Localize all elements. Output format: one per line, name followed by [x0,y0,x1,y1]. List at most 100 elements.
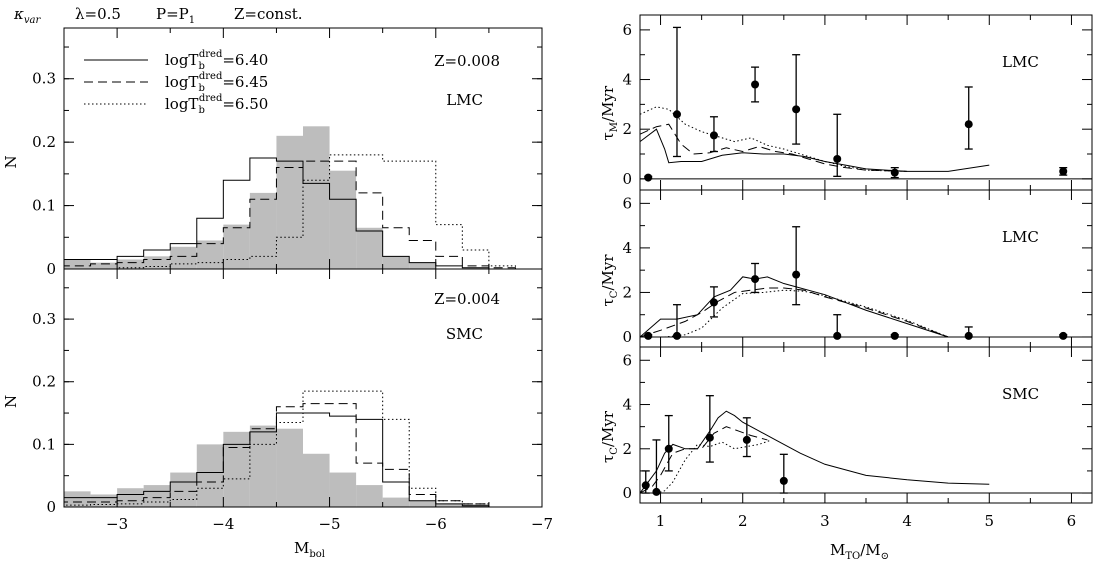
y-tick-label: 4 [622,239,632,257]
panel-label-galaxy: LMC [446,91,483,109]
data-point [890,331,899,340]
x-tick-label: −5 [318,515,340,533]
panel-label-z: Z=0.008 [434,52,500,70]
data-point [672,110,681,119]
model-line-solid [639,410,990,494]
y-tick-label: 2 [622,440,632,458]
panel-frame [639,346,1093,504]
x-tick-label: −6 [425,515,447,533]
y-axis-label: τC/Myr [599,254,620,307]
y-tick-label: 6 [622,351,632,369]
data-point [964,120,973,129]
data-point [641,481,650,490]
data-point [751,80,760,89]
data-point [705,433,714,442]
panel-label-galaxy: SMC [1002,385,1039,403]
model-line-dashed [639,426,768,494]
legend-label: logTbdred=6.45 [165,71,268,94]
hist-bar [223,431,250,507]
model-line-dotted [640,439,772,494]
panel-hist-smc: 0 0.1 0.2 0.3 −3 −4 −5 −6 −7 N Z=0.004 SMC Mbol [2,268,553,560]
y-tick-label: 0.3 [32,70,56,88]
header-p: P=P1 [156,5,195,26]
panel-label-z: Z=0.004 [434,290,500,308]
hist-bar [170,246,197,269]
data-point [742,435,751,444]
model-line-dashed [639,287,949,338]
data-point [751,275,760,284]
hist-bar [223,224,250,269]
y-tick-label: 2 [622,120,632,138]
header-kappa: κvar [14,5,40,26]
panel-frame [639,189,1093,348]
header-kappa-symbol: κ [14,5,24,23]
data-point [1059,167,1068,176]
model-line-dashed [639,123,908,172]
hist-bar [196,444,224,507]
y-tick-label: 0 [46,260,56,278]
x-axis-label: MTO/M⊙ [830,541,889,561]
panel-tau-c-smc: 0 2 4 6 1 2 3 4 5 6 τC/Myr SMC MTO/M⊙ [599,346,1093,561]
data-point [833,331,842,340]
y-axis-label: τM/Myr [599,85,620,140]
hist-bar [143,485,171,507]
model-line-dotted [639,106,908,172]
model-line-dotted [640,289,949,338]
y-tick-label: 0.1 [32,435,56,453]
header-z: Z=const. [234,5,303,23]
hist-bar [303,453,330,507]
data-point [833,154,842,163]
data-point [792,105,801,114]
hist-bar [249,425,277,507]
hist-bar [64,259,91,269]
x-axis-label: Mbol [294,539,325,560]
hist-bar [117,488,144,507]
legend-label: logTbdred=6.40 [165,49,268,72]
y-tick-label: 0 [622,170,632,188]
y-tick-label: 0.1 [32,197,56,215]
data-point [644,331,653,340]
panel-tau-m-lmc: 0 2 4 6 τM/Myr LMC [599,14,1093,191]
y-tick-label: 0.2 [32,133,56,151]
header-p-sub: 1 [188,15,196,26]
panel-label-galaxy: LMC [1002,228,1039,246]
data-point [792,270,801,279]
panel-frame [63,268,543,508]
hist-bar [409,262,436,269]
data-point [890,168,899,177]
data-point [664,444,673,453]
x-tick-label: 5 [984,512,994,530]
hist-bar [249,192,277,269]
y-axis-label: τC/Myr [599,410,620,463]
panel-frame [639,14,1093,191]
header-kappa-sub: var [23,15,41,26]
hist-bar [196,240,224,269]
hist-bar [64,491,91,507]
y-tick-label: 0 [46,498,56,516]
y-tick-label: 0 [622,328,632,346]
hist-bar [356,227,383,269]
data-point [652,487,661,496]
x-tick-label: −4 [212,515,234,533]
x-tick-label: 1 [656,512,666,530]
hist-bar [356,485,383,507]
y-tick-label: 6 [622,21,632,39]
x-tick-label: 2 [738,512,748,530]
hist-bar [276,135,303,269]
hist-bar [329,170,357,269]
hist-bar [329,472,357,507]
y-axis-label: N [2,395,20,408]
header-lambda: λ=0.5 [75,5,121,23]
y-tick-label: 0 [622,484,632,502]
data-point [672,331,681,340]
panel-label-galaxy: LMC [1002,53,1039,71]
y-tick-label: 2 [622,283,632,301]
x-tick-label: 3 [820,512,830,530]
legend-label: logTbdred=6.50 [165,93,268,116]
x-tick-label: 4 [902,512,912,530]
panel-label-galaxy: SMC [446,325,483,343]
hist-bar [409,500,436,507]
y-tick-label: 4 [622,71,632,89]
hist-bar [382,256,410,269]
y-tick-label: 0.2 [32,373,56,391]
